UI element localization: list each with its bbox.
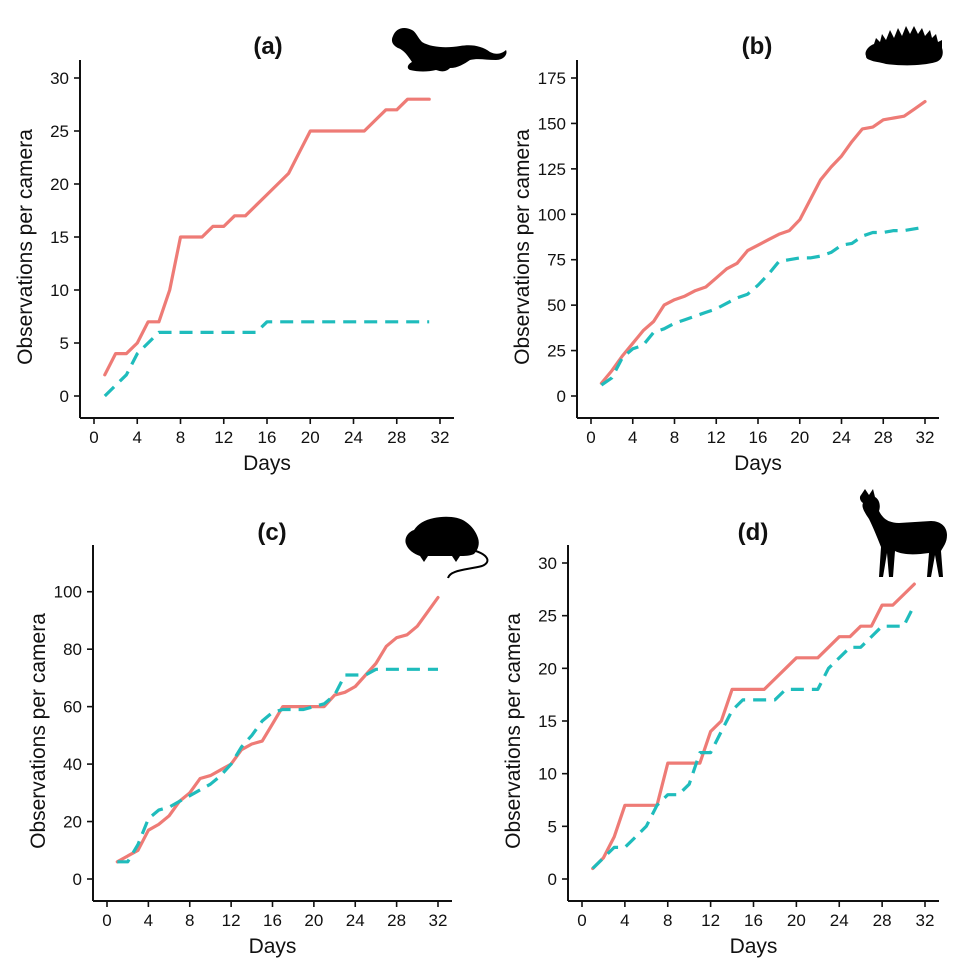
x-tick-label: 32 <box>429 911 448 930</box>
y-tick-label: 60 <box>63 698 82 717</box>
y-tick-label: 100 <box>54 583 82 602</box>
y-tick-label: 10 <box>538 765 557 784</box>
x-tick-label: 28 <box>387 428 406 447</box>
y-tick-label: 175 <box>538 69 566 88</box>
x-axis-label: Days <box>243 452 291 475</box>
chart-panel-c: 0 20 40 60 80 100 0 4 8 12 16 20 24 28 32 Days Observati… <box>27 516 489 958</box>
dashed-series-line <box>600 225 926 387</box>
x-tick-label: 24 <box>346 911 365 930</box>
y-tick-label: 0 <box>548 870 557 889</box>
chart-panel-d: 0 5 10 15 20 25 30 0 4 8 12 16 20 24 28 32 Days Observati… <box>502 489 947 958</box>
deer-silhouette-icon-shape <box>859 489 947 577</box>
x-tick-label: 16 <box>744 911 763 930</box>
x-tick-label: 4 <box>620 911 629 930</box>
x-tick-label: 24 <box>830 911 849 930</box>
y-tick-label: 40 <box>63 755 82 774</box>
chart-panel-b: 0 25 50 75 100 125 150 175 0 4 8 12 16 20 24 28 32 Days Ob… <box>511 26 943 475</box>
x-tick-label: 16 <box>263 911 282 930</box>
y-tick-label: 100 <box>538 205 566 224</box>
y-axis-label: Observations per camera <box>27 613 50 849</box>
y-tick-label: 80 <box>63 640 82 659</box>
x-tick-label: 0 <box>102 911 111 930</box>
x-tick-label: 16 <box>749 428 768 447</box>
x-tick-label: 8 <box>663 911 672 930</box>
y-axis-label: Observations per camera <box>502 613 525 849</box>
solid-series-line <box>115 595 440 864</box>
x-tick-label: 32 <box>916 428 935 447</box>
chart-panel-a: 0 5 10 15 20 25 30 0 4 8 12 16 20 24 28 32 Days Observati… <box>14 28 507 475</box>
solid-series-line <box>103 97 431 377</box>
x-tick-label: 28 <box>873 911 892 930</box>
mustelid-silhouette-icon <box>391 28 507 72</box>
y-axis-label: Observations per camera <box>14 129 37 365</box>
rat-tail <box>447 549 489 579</box>
x-tick-label: 12 <box>707 428 726 447</box>
x-tick-label: 24 <box>832 428 851 447</box>
x-tick-label: 32 <box>431 428 450 447</box>
y-tick-label: 15 <box>50 228 69 247</box>
x-tick-label: 20 <box>790 428 809 447</box>
solid-series-line <box>599 99 927 385</box>
panel-title: (a) <box>253 33 282 60</box>
x-tick-label: 20 <box>301 428 320 447</box>
x-tick-label: 20 <box>304 911 323 930</box>
rat-silhouette-icon <box>405 516 489 579</box>
deer-silhouette-icon <box>859 489 947 577</box>
x-tick-label: 8 <box>176 428 185 447</box>
y-tick-label: 25 <box>547 342 566 361</box>
rat-silhouette-icon-shape <box>405 516 479 562</box>
x-tick-label: 12 <box>222 911 241 930</box>
x-tick-label: 16 <box>258 428 277 447</box>
y-tick-label: 30 <box>50 69 69 88</box>
x-tick-label: 32 <box>916 911 935 930</box>
x-tick-label: 4 <box>133 428 142 447</box>
y-tick-label: 10 <box>50 281 69 300</box>
panel-title: (c) <box>257 519 286 546</box>
y-tick-label: 15 <box>538 712 557 731</box>
y-tick-label: 25 <box>538 607 557 626</box>
y-tick-label: 20 <box>538 659 557 678</box>
x-axis-label: Days <box>734 452 782 475</box>
dashed-series-line <box>103 320 430 398</box>
x-tick-label: 0 <box>89 428 98 447</box>
y-tick-label: 20 <box>50 175 69 194</box>
y-axis-label: Observations per camera <box>511 129 534 365</box>
y-tick-label: 5 <box>548 817 557 836</box>
y-tick-label: 0 <box>73 870 82 889</box>
x-tick-label: 8 <box>185 911 194 930</box>
x-tick-label: 0 <box>577 911 586 930</box>
x-tick-label: 4 <box>628 428 637 447</box>
y-tick-label: 20 <box>63 813 82 832</box>
x-tick-label: 12 <box>214 428 233 447</box>
x-axis-label: Days <box>249 935 297 958</box>
x-tick-label: 8 <box>670 428 679 447</box>
x-tick-label: 28 <box>874 428 893 447</box>
x-tick-label: 28 <box>387 911 406 930</box>
hedgehog-silhouette-icon-shape <box>865 26 943 66</box>
mustelid-silhouette-icon-shape <box>391 28 507 72</box>
y-tick-label: 0 <box>557 387 566 406</box>
y-tick-label: 125 <box>538 160 566 179</box>
solid-series-line <box>591 582 916 871</box>
y-tick-label: 30 <box>538 554 557 573</box>
x-tick-label: 24 <box>344 428 363 447</box>
x-tick-label: 20 <box>787 911 806 930</box>
panel-title: (d) <box>738 519 769 546</box>
y-tick-label: 25 <box>50 122 69 141</box>
x-tick-label: 4 <box>144 911 153 930</box>
dashed-series-line <box>591 604 916 870</box>
x-tick-label: 0 <box>586 428 595 447</box>
y-tick-label: 50 <box>547 296 566 315</box>
x-axis-label: Days <box>730 935 778 958</box>
y-tick-label: 150 <box>538 114 566 133</box>
hedgehog-silhouette-icon <box>865 26 943 66</box>
y-tick-label: 5 <box>60 334 69 353</box>
y-tick-label: 75 <box>547 251 566 270</box>
x-tick-label: 12 <box>701 911 720 930</box>
y-tick-label: 0 <box>60 387 69 406</box>
dashed-series-line <box>117 667 438 864</box>
panel-title: (b) <box>742 33 773 60</box>
